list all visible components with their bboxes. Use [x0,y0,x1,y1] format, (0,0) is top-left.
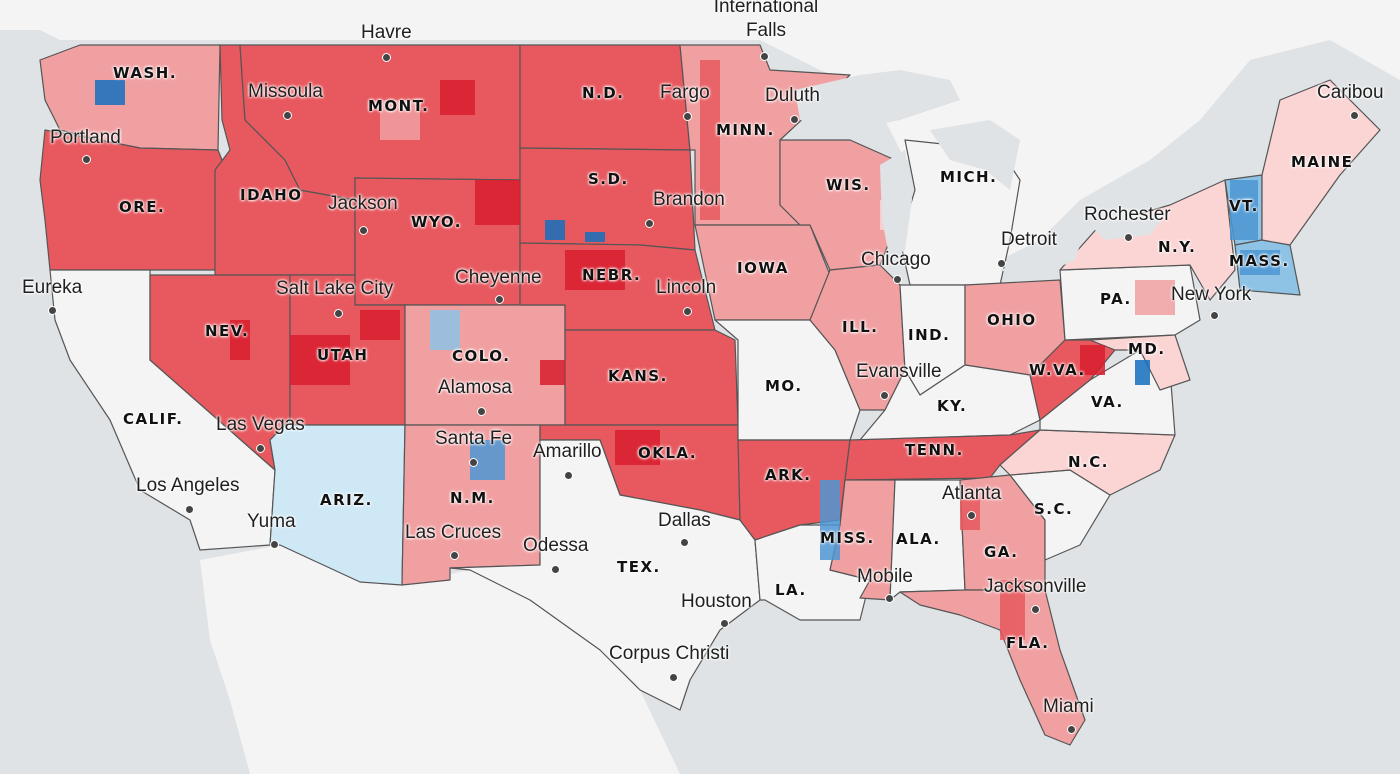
state-shape-md[interactable] [1089,334,1191,391]
county-patch [360,310,400,340]
state-shape-nc[interactable] [999,429,1176,496]
city-marker-rochester[interactable] [1124,233,1133,242]
city-marker-miami[interactable] [1067,725,1076,734]
state-shape-iowa[interactable] [694,224,831,321]
city-marker-mobile[interactable] [885,594,894,603]
city-marker-dallas[interactable] [680,538,689,547]
city-marker-eureka[interactable] [48,306,57,315]
city-marker-new-york[interactable] [1210,311,1219,320]
city-marker-atlanta[interactable] [967,511,976,520]
county-patch [380,100,420,140]
city-marker-portland[interactable] [82,155,91,164]
city-marker-houston[interactable] [720,619,729,628]
county-patch [545,220,565,240]
county-patch [700,60,720,220]
lake-michigan [880,150,912,260]
city-marker-jacksonville[interactable] [1031,605,1040,614]
city-marker-cheyenne[interactable] [495,295,504,304]
state-shape-ala[interactable] [889,479,966,601]
state-shape-tex[interactable] [449,439,761,711]
city-marker-jackson[interactable] [359,226,368,235]
state-shape-kans[interactable] [564,329,739,426]
county-patch [290,335,350,385]
county-patch [1080,345,1105,375]
city-marker-chicago[interactable] [893,275,902,284]
county-patch [615,430,660,465]
state-shape-nd[interactable] [519,44,691,151]
city-marker-detroit[interactable] [997,259,1006,268]
city-marker-evansville[interactable] [880,391,889,400]
city-marker-yuma[interactable] [270,540,279,549]
county-patch [820,480,840,560]
city-marker-fargo[interactable] [683,112,692,121]
county-mottling [95,60,1280,640]
county-patch [1230,180,1258,240]
city-marker-los-angeles[interactable] [185,505,194,514]
great-lakes [795,70,1165,280]
city-marker-odessa[interactable] [551,565,560,574]
county-patch [1135,360,1150,385]
city-marker-santa-fe[interactable] [469,458,478,467]
county-patch [585,232,605,242]
lake-ontario [1090,215,1165,240]
state-shape-maine[interactable] [1261,79,1381,246]
county-patch [310,440,370,500]
city-marker-alamosa[interactable] [477,407,486,416]
lake-huron [930,120,1020,190]
mexico-land [200,545,680,774]
state-shape-fla[interactable] [899,589,1086,746]
city-marker-missoula[interactable] [283,111,292,120]
city-marker-lincoln[interactable] [683,307,692,316]
city-marker-duluth[interactable] [790,115,799,124]
canada-land [0,0,1400,260]
county-patch [230,320,250,360]
county-patch [540,360,565,385]
county-patch [1135,280,1175,315]
city-marker-brandon[interactable] [645,219,654,228]
city-marker-las-vegas[interactable] [256,444,265,453]
state-shape-ore[interactable] [39,129,231,271]
county-patch [95,80,125,105]
city-marker-las-cruces[interactable] [450,551,459,560]
county-patch [565,250,625,290]
state-shape-pa[interactable] [1059,264,1201,341]
lake-superior [795,70,960,130]
city-marker-havre[interactable] [382,53,391,62]
city-marker-amarillo[interactable] [564,471,573,480]
county-patch [1000,580,1025,640]
city-marker-international-falls[interactable] [760,52,769,61]
county-patch [440,80,475,115]
city-marker-corpus-christi[interactable] [669,673,678,682]
lake-erie [1000,245,1080,280]
county-patch [475,180,520,225]
city-marker-salt-lake-city[interactable] [334,309,343,318]
county-patch [430,310,460,350]
county-patch [1240,250,1280,275]
city-marker-caribou[interactable] [1350,111,1359,120]
